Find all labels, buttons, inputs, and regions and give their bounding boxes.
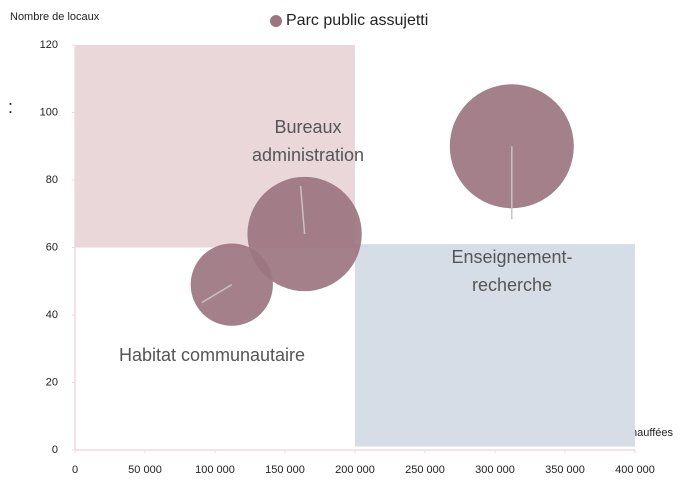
x-tick-label: 200 000 xyxy=(335,464,375,476)
leader-line xyxy=(299,185,306,235)
annotation: administration xyxy=(252,145,364,165)
annotation: Bureaux xyxy=(274,117,341,137)
y-tick-label: 0 xyxy=(52,444,58,456)
y-tick-label: 100 xyxy=(40,106,58,118)
x-tick-label: 100 000 xyxy=(195,464,235,476)
y-tick-label: 40 xyxy=(46,309,58,321)
y-tick-label: 60 xyxy=(46,241,58,253)
y-tick-label: 20 xyxy=(46,376,58,388)
y-tick-label: 80 xyxy=(46,174,58,186)
x-tick-label: 50 000 xyxy=(128,464,162,476)
x-tick-label: 300 000 xyxy=(475,464,515,476)
region xyxy=(355,244,635,447)
legend-label: Parc public assujetti xyxy=(286,12,428,29)
y-tick-label: 120 xyxy=(40,39,58,51)
y-axis-label: Nombre de locaux xyxy=(10,11,100,23)
annotation: Habitat communautaire xyxy=(119,345,305,365)
x-tick-label: 400 000 xyxy=(615,464,655,476)
x-tick-label: 0 xyxy=(72,464,78,476)
x-tick-label: 150 000 xyxy=(265,464,305,476)
x-tick-label: 350 000 xyxy=(545,464,585,476)
leader-line xyxy=(201,283,233,304)
annotation: Enseignement- xyxy=(451,247,572,267)
legend-swatch xyxy=(270,15,282,27)
annotation: recherche xyxy=(472,275,552,295)
stray-mark: : xyxy=(8,97,13,117)
x-tick-label: 250 000 xyxy=(405,464,445,476)
